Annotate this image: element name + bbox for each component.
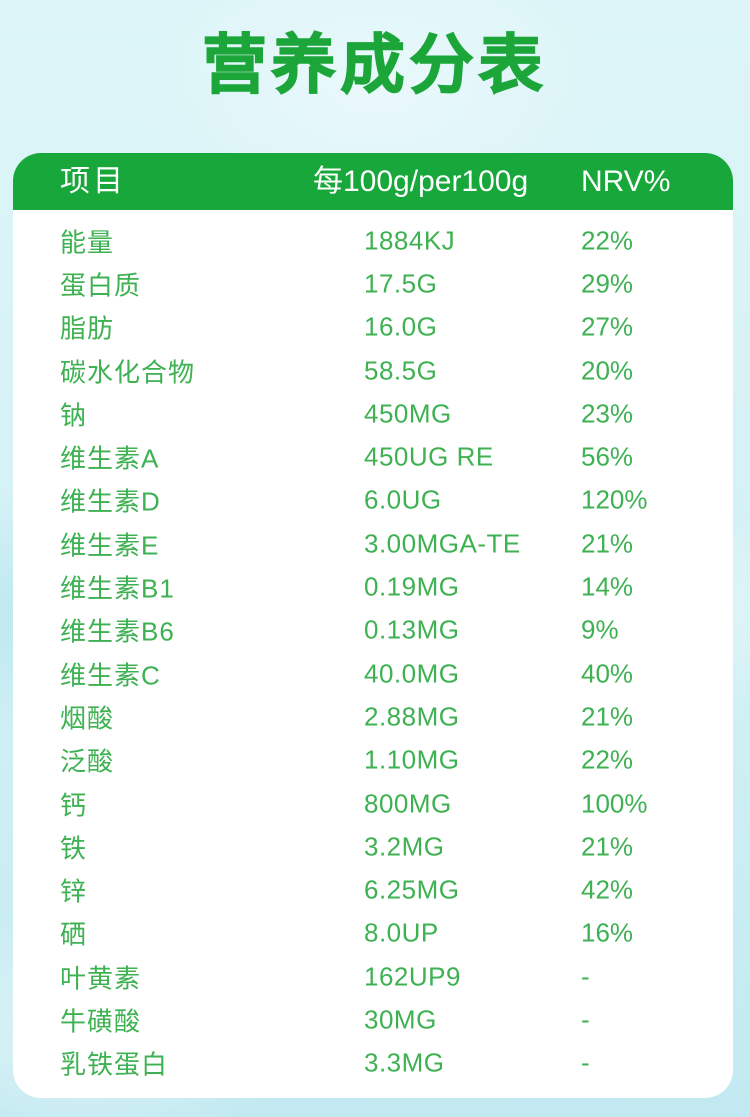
table-row: 牛磺酸 30MG - xyxy=(13,998,733,1041)
nutrient-value: 16.0G xyxy=(364,311,438,342)
table-row: 能量 1884KJ 22% xyxy=(13,219,733,262)
nutrient-nrv: 27% xyxy=(581,311,634,342)
table-row: 维生素D 6.0UG 120% xyxy=(13,479,733,522)
nutrient-nrv: 40% xyxy=(581,658,634,689)
nutrient-name: 钠 xyxy=(60,400,88,431)
nutrient-value: 3.3MG xyxy=(364,1047,445,1078)
nutrient-nrv: 120% xyxy=(581,484,648,515)
nutrient-name: 能量 xyxy=(60,227,115,258)
nutrient-nrv: 22% xyxy=(581,744,634,775)
nutrient-nrv: 21% xyxy=(581,831,634,862)
nutrient-nrv: 14% xyxy=(581,571,634,602)
nutrient-value: 1.10MG xyxy=(364,744,460,775)
table-row: 维生素E 3.00MGA-TE 21% xyxy=(13,522,733,565)
page-title: 营养成分表 xyxy=(202,28,548,102)
table-row: 维生素C 40.0MG 40% xyxy=(13,652,733,695)
nutrient-nrv: 21% xyxy=(581,528,634,559)
nutrient-value: 3.00MGA-TE xyxy=(364,528,521,559)
nutrition-table-card: 项目 每100g/per100g NRV% 能量 1884KJ 22% 蛋白质 … xyxy=(13,153,733,1098)
nutrient-name: 维生素B6 xyxy=(60,616,175,647)
nutrient-nrv: 20% xyxy=(581,355,634,386)
nutrient-nrv: 22% xyxy=(581,225,634,256)
nutrient-nrv: 23% xyxy=(581,398,634,429)
nutrient-name: 钙 xyxy=(60,790,88,820)
table-row: 叶黄素 162UP9 - xyxy=(13,955,733,998)
table-row: 烟酸 2.88MG 21% xyxy=(13,695,733,738)
column-header-per100g: 每100g/per100g xyxy=(313,165,529,198)
nutrient-value: 162UP9 xyxy=(364,961,461,992)
table-row: 铁 3.2MG 21% xyxy=(13,825,733,868)
nutrient-name: 脂肪 xyxy=(60,313,115,344)
nutrient-name: 锌 xyxy=(60,876,88,907)
nutrient-value: 0.13MG xyxy=(364,614,460,645)
nutrient-value: 6.0UG xyxy=(364,484,442,515)
table-row: 维生素A 450UG RE 56% xyxy=(13,435,733,478)
nutrient-value: 450UG RE xyxy=(364,441,494,472)
nutrient-name: 烟酸 xyxy=(60,703,115,734)
nutrient-value: 30MG xyxy=(364,1004,437,1035)
table-row: 维生素B1 0.19MG 14% xyxy=(13,565,733,608)
nutrient-name: 铁 xyxy=(60,833,88,864)
table-row: 泛酸 1.10MG 22% xyxy=(13,739,733,782)
column-header-item: 项目 xyxy=(60,165,126,198)
nutrient-nrv: 16% xyxy=(581,917,634,948)
nutrient-name: 硒 xyxy=(60,919,88,950)
nutrient-nrv: - xyxy=(581,1004,590,1035)
table-body: 能量 1884KJ 22% 蛋白质 17.5G 29% 脂肪 16.0G 27%… xyxy=(13,210,733,1098)
table-row: 钙 800MG 100% xyxy=(13,782,733,825)
nutrient-value: 450MG xyxy=(364,398,452,429)
table-row: 维生素B6 0.13MG 9% xyxy=(13,609,733,652)
nutrient-nrv: - xyxy=(581,961,590,992)
nutrient-nrv: 9% xyxy=(581,614,619,645)
nutrient-name: 维生素E xyxy=(60,530,160,561)
nutrient-nrv: 29% xyxy=(581,268,634,299)
table-header-row: 项目 每100g/per100g NRV% xyxy=(13,153,733,210)
table-row: 碳水化合物 58.5G 20% xyxy=(13,349,733,392)
nutrient-value: 17.5G xyxy=(364,268,438,299)
nutrient-name: 泛酸 xyxy=(60,746,115,777)
nutrient-value: 6.25MG xyxy=(364,874,460,905)
column-header-nrv: NRV% xyxy=(581,165,671,198)
nutrient-name: 碳水化合物 xyxy=(60,357,196,388)
nutrient-nrv: - xyxy=(581,1047,590,1078)
table-row: 锌 6.25MG 42% xyxy=(13,868,733,911)
table-row: 钠 450MG 23% xyxy=(13,392,733,435)
nutrient-name: 叶黄素 xyxy=(60,963,142,994)
nutrient-value: 1884KJ xyxy=(364,225,456,256)
nutrient-value: 3.2MG xyxy=(364,831,445,862)
nutrient-name: 牛磺酸 xyxy=(60,1006,142,1037)
nutrient-name: 蛋白质 xyxy=(60,270,142,301)
nutrient-name: 维生素B1 xyxy=(60,573,175,604)
nutrient-value: 40.0MG xyxy=(364,658,460,689)
nutrient-value: 2.88MG xyxy=(364,701,460,732)
nutrient-name: 维生素D xyxy=(60,486,161,517)
nutrient-nrv: 42% xyxy=(581,874,634,905)
nutrient-name: 维生素C xyxy=(60,660,161,691)
nutrient-value: 58.5G xyxy=(364,355,438,386)
nutrient-nrv: 56% xyxy=(581,441,634,472)
nutrient-name: 乳铁蛋白 xyxy=(60,1049,169,1080)
table-row: 脂肪 16.0G 27% xyxy=(13,306,733,349)
table-row: 硒 8.0UP 16% xyxy=(13,912,733,955)
nutrient-nrv: 100% xyxy=(581,788,648,818)
nutrient-name: 维生素A xyxy=(60,443,160,474)
nutrient-nrv: 21% xyxy=(581,701,634,732)
nutrient-value: 800MG xyxy=(364,788,452,818)
table-row: 蛋白质 17.5G 29% xyxy=(13,262,733,305)
table-row: 乳铁蛋白 3.3MG - xyxy=(13,1042,733,1085)
nutrient-value: 0.19MG xyxy=(364,571,460,602)
nutrient-value: 8.0UP xyxy=(364,917,439,948)
